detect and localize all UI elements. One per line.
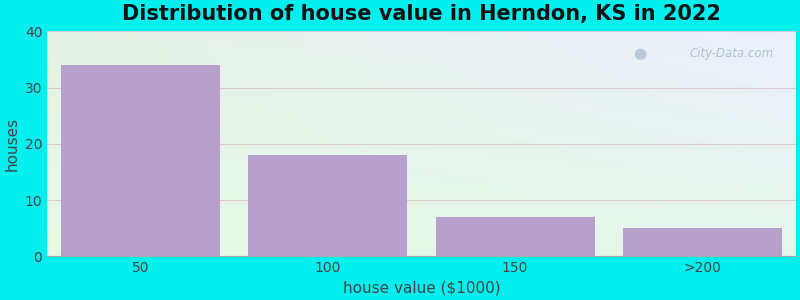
Y-axis label: houses: houses [4, 117, 19, 171]
Bar [249, 155, 407, 256]
Bar [622, 228, 782, 256]
Title: Distribution of house value in Herndon, KS in 2022: Distribution of house value in Herndon, … [122, 4, 721, 24]
Text: City-Data.com: City-Data.com [690, 47, 774, 60]
Text: ●: ● [633, 46, 646, 61]
Bar [62, 65, 220, 256]
Bar [435, 217, 594, 256]
X-axis label: house value ($1000): house value ($1000) [342, 281, 500, 296]
